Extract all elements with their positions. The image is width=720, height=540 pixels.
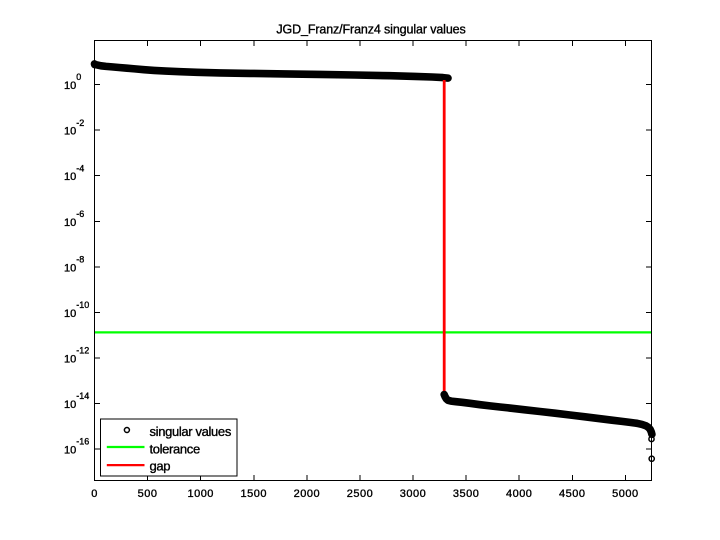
svg-text:2000: 2000: [294, 488, 320, 500]
svg-text:0: 0: [91, 488, 98, 500]
svg-text:JGD_Franz/Franz4 singular valu: JGD_Franz/Franz4 singular values: [276, 23, 465, 37]
svg-text:3000: 3000: [400, 488, 426, 500]
svg-text:3500: 3500: [453, 488, 479, 500]
svg-text:gap: gap: [150, 459, 171, 474]
svg-text:1500: 1500: [241, 488, 267, 500]
svg-text:4000: 4000: [506, 488, 532, 500]
svg-text:2500: 2500: [347, 488, 373, 500]
svg-text:singular values: singular values: [150, 424, 232, 439]
svg-text:5000: 5000: [612, 488, 638, 500]
svg-text:1000: 1000: [187, 488, 213, 500]
svg-text:tolerance: tolerance: [150, 441, 200, 456]
svg-text:500: 500: [138, 488, 158, 500]
svg-text:4500: 4500: [559, 488, 585, 500]
